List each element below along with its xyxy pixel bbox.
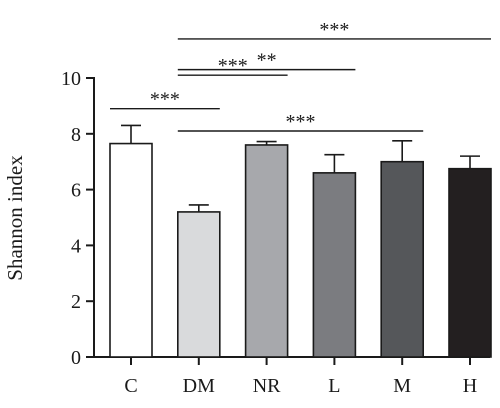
bar-l: [312, 172, 357, 358]
x-tick-label-c: C: [124, 375, 137, 397]
significance-label-4: ***: [286, 111, 316, 133]
x-tick-label-nr: NR: [253, 375, 281, 397]
significance-annotations: ****** ********: [110, 19, 491, 133]
y-tick-label: 8: [71, 124, 81, 146]
y-tick-label: 2: [71, 291, 81, 313]
significance-label-3: **: [257, 50, 277, 72]
significance-label-5: ***: [319, 19, 349, 41]
y-tick-label: 4: [71, 235, 81, 257]
bar-h: [448, 167, 492, 358]
x-tick-label-h: H: [463, 375, 477, 397]
bars: [109, 142, 492, 358]
y-tick-label: 0: [71, 347, 81, 369]
x-tick-label-m: M: [393, 375, 411, 397]
bar-c: [109, 142, 153, 358]
axes: 0 2 4 6 8 10: [61, 68, 490, 369]
bar-dm: [177, 211, 221, 358]
x-tick-label-dm: DM: [183, 375, 215, 397]
y-tick-label: 10: [61, 68, 81, 90]
error-bars: [121, 124, 480, 212]
bar-m: [380, 160, 425, 358]
bar-nr: [244, 144, 289, 358]
x-tick-labels: C DM NR L M H: [124, 375, 477, 397]
y-axis-label: Shannon index: [3, 155, 27, 281]
significance-label-1: ***: [150, 89, 180, 111]
y-tick-label: 6: [71, 180, 81, 202]
x-tick-label-l: L: [328, 375, 340, 397]
significance-label-2: ***: [218, 55, 248, 77]
